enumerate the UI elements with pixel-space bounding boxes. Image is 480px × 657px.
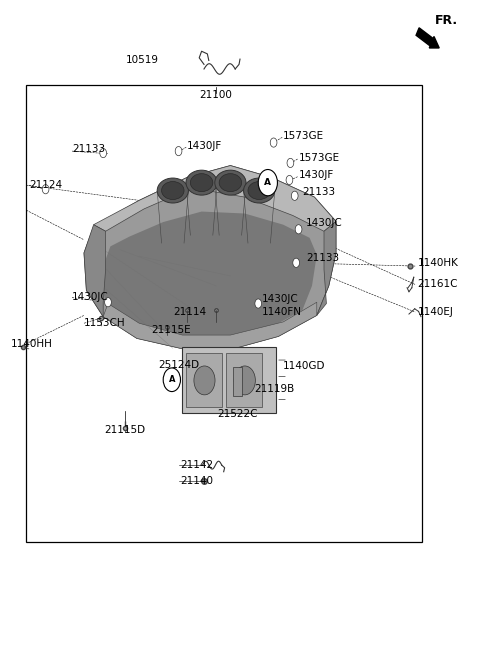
Circle shape <box>163 368 180 392</box>
Text: 21115E: 21115E <box>151 325 191 336</box>
Bar <box>26 85 422 542</box>
Text: 21100: 21100 <box>200 90 232 101</box>
Bar <box>233 367 242 396</box>
Text: 21522C: 21522C <box>217 409 258 419</box>
Text: 1430JF: 1430JF <box>299 170 334 181</box>
Circle shape <box>291 191 298 200</box>
Polygon shape <box>317 221 336 315</box>
Bar <box>182 347 276 413</box>
Text: 21119B: 21119B <box>254 384 295 394</box>
Bar <box>186 353 222 407</box>
Ellipse shape <box>157 178 188 203</box>
Text: 1140HH: 1140HH <box>11 339 52 350</box>
Circle shape <box>295 225 302 234</box>
Polygon shape <box>84 225 106 317</box>
Text: 1573GE: 1573GE <box>299 152 340 163</box>
Circle shape <box>175 147 182 156</box>
Text: A: A <box>168 375 175 384</box>
Text: FR.: FR. <box>435 14 458 28</box>
Circle shape <box>287 158 294 168</box>
Ellipse shape <box>162 181 184 200</box>
Text: 1140EJ: 1140EJ <box>418 307 454 317</box>
Bar <box>226 353 262 407</box>
Polygon shape <box>101 212 317 342</box>
Ellipse shape <box>248 181 270 200</box>
Ellipse shape <box>244 178 275 203</box>
Text: 21115D: 21115D <box>104 425 145 436</box>
Text: 1153CH: 1153CH <box>84 318 126 328</box>
Text: 1430JC: 1430JC <box>72 292 109 302</box>
Circle shape <box>194 366 215 395</box>
Circle shape <box>286 175 293 185</box>
Text: 1140HK: 1140HK <box>418 258 458 268</box>
Text: 21114: 21114 <box>173 307 206 317</box>
Text: 1430JF: 1430JF <box>187 141 222 151</box>
Text: 21161C: 21161C <box>418 279 458 290</box>
Polygon shape <box>94 166 336 231</box>
Ellipse shape <box>219 173 241 192</box>
Polygon shape <box>84 166 336 350</box>
Text: 1430JC: 1430JC <box>262 294 299 304</box>
Text: 21140: 21140 <box>180 476 213 486</box>
Circle shape <box>270 138 277 147</box>
Text: 1430JC: 1430JC <box>306 218 343 229</box>
Circle shape <box>42 185 49 194</box>
Text: 1140FN: 1140FN <box>262 307 301 317</box>
Text: 21142: 21142 <box>180 460 213 470</box>
Circle shape <box>293 258 300 267</box>
Circle shape <box>100 148 107 158</box>
Circle shape <box>258 170 277 196</box>
Polygon shape <box>103 302 317 350</box>
Ellipse shape <box>186 170 217 195</box>
Circle shape <box>255 299 262 308</box>
Text: 10519: 10519 <box>125 55 158 66</box>
Text: 25124D: 25124D <box>158 359 200 370</box>
Text: A: A <box>264 178 271 187</box>
Ellipse shape <box>191 173 213 192</box>
Circle shape <box>234 366 255 395</box>
Text: 1140GD: 1140GD <box>283 361 326 371</box>
Circle shape <box>105 298 111 307</box>
FancyArrow shape <box>416 28 439 48</box>
Text: 1573GE: 1573GE <box>283 131 324 141</box>
Text: 21124: 21124 <box>29 180 62 191</box>
Text: 21133: 21133 <box>72 144 105 154</box>
Text: 21133: 21133 <box>302 187 336 197</box>
Ellipse shape <box>215 170 246 195</box>
Text: 21133: 21133 <box>306 253 339 263</box>
